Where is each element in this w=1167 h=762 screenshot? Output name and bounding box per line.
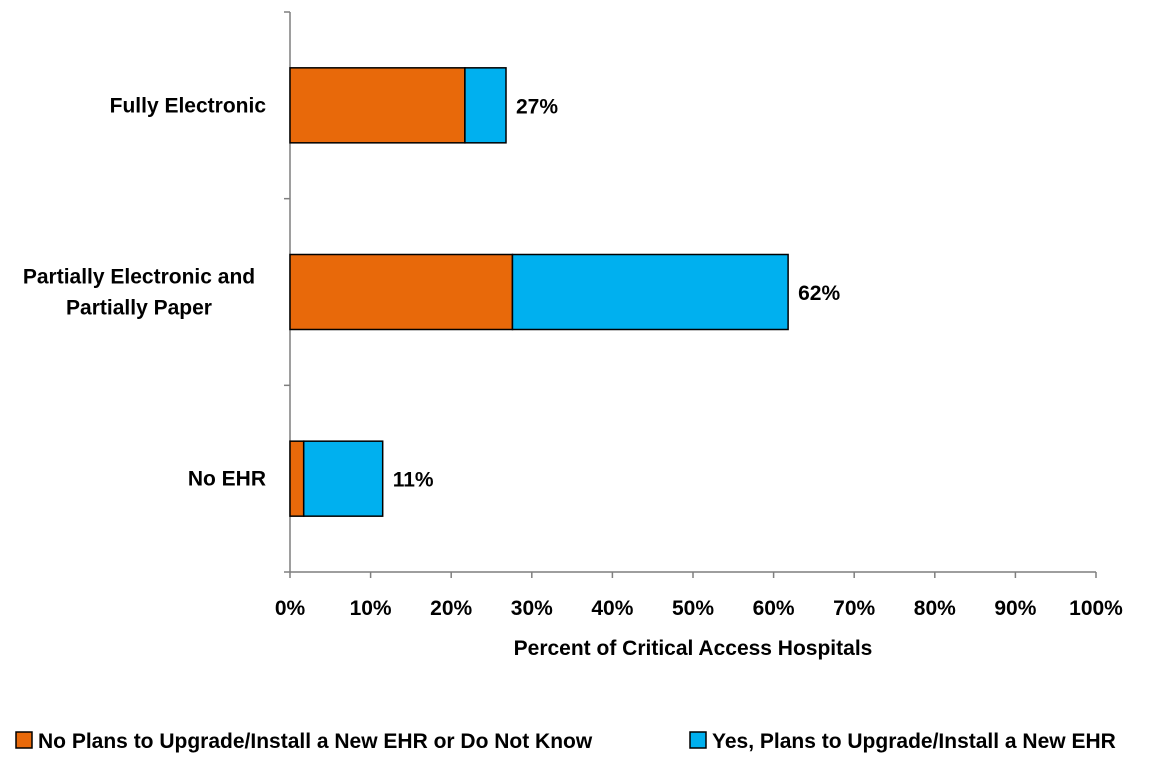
category-label: No EHR [188,468,266,491]
x-tick-label: 0% [275,597,306,620]
bar-segment-no-plans [289,253,514,331]
x-tick-label: 100% [1069,597,1123,620]
x-tick-label: 50% [672,597,714,620]
x-tick-label: 70% [833,597,875,620]
category-label: Fully Electronic [110,94,267,117]
bar-segment-no-plans [289,440,305,517]
x-tick-label: 90% [994,597,1036,620]
x-tick-label: 80% [914,597,956,620]
legend-swatch-no-plans [15,731,33,749]
x-tick-label: 20% [430,597,472,620]
bar-segment-yes-plans [302,440,384,517]
bar-total-label: 62% [798,282,840,305]
bar-segment-yes-plans [464,67,507,144]
x-tick-label: 10% [350,597,392,620]
plot-area: 0% 10% 20% 30% 40% 50% 60% 70% 80% 90% 100% 27% Full… [23,11,1123,620]
bar-total-label: 11% [393,469,434,492]
legend: No Plans to Upgrade/Install a New EHR or… [15,730,1116,753]
legend-label-yes-plans: Yes, Plans to Upgrade/Install a New EHR [712,730,1116,753]
x-tick-label: 30% [511,597,553,620]
bar-total-label: 27% [516,95,558,118]
x-tick-label: 60% [753,597,795,620]
legend-swatch-yes-plans [689,731,707,749]
bar-segment-yes-plans [511,253,789,331]
category-label: Partially Paper [66,297,212,320]
x-axis-title: Percent of Critical Access Hospitals [514,637,873,660]
legend-label-no-plans: No Plans to Upgrade/Install a New EHR or… [38,730,593,753]
category-label: Partially Electronic and [23,266,255,289]
bar-segment-no-plans [289,67,466,144]
x-tick-label: 40% [591,597,633,620]
